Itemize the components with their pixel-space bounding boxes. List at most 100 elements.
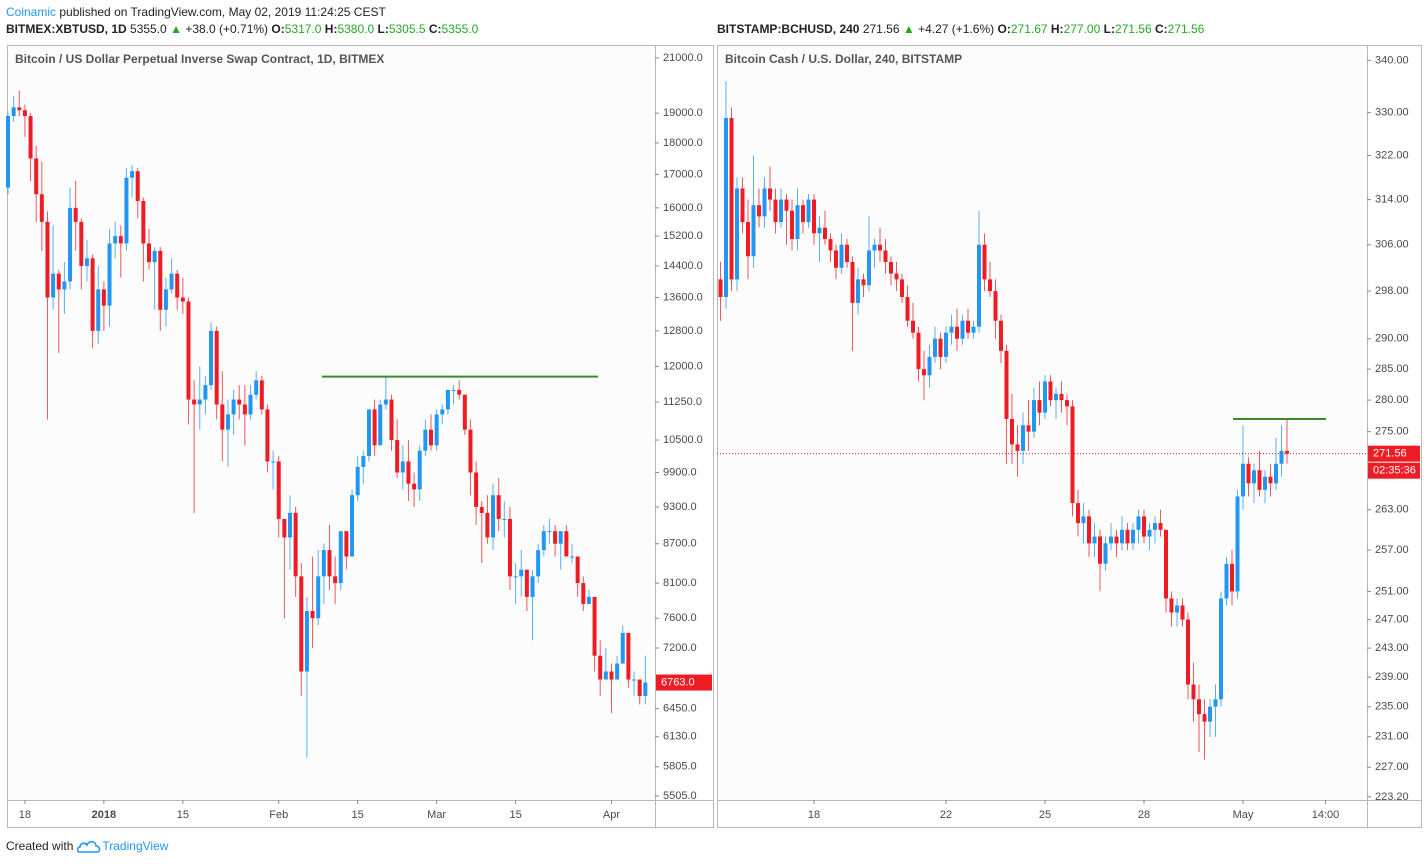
y-tick-label: 19000.0 <box>663 107 703 119</box>
ohlc-key: O: <box>997 22 1011 36</box>
candle-body <box>1087 516 1091 544</box>
y-tick-label: 13600.0 <box>663 291 703 303</box>
x-tick-label: Feb <box>269 809 288 821</box>
ohlc-key: C: <box>1154 22 1168 36</box>
published: published on TradingView.com, May 02, 20… <box>59 5 386 19</box>
candle-body <box>451 389 456 391</box>
ohlc-key: L: <box>1103 22 1115 36</box>
candle-body <box>1114 536 1119 544</box>
candle-body <box>17 107 22 111</box>
candle-body <box>845 244 849 262</box>
candle-body <box>1285 450 1289 454</box>
candle-body <box>823 227 827 240</box>
last-price-label: 6763.0 <box>661 676 695 688</box>
candle-body <box>1098 536 1102 564</box>
y-tick-label: 12000.0 <box>663 360 703 372</box>
candle-body <box>445 389 450 410</box>
candle-body <box>158 250 163 310</box>
x-tick-label: 15 <box>509 809 521 821</box>
candle-body <box>581 583 586 604</box>
candle-body <box>203 385 208 400</box>
author[interactable]: Coinamic <box>6 5 57 19</box>
candle-body <box>395 440 400 473</box>
candle-body <box>1070 406 1075 504</box>
y-tick-label: 5505.0 <box>663 790 697 802</box>
footer-brand[interactable]: TradingView <box>102 839 169 853</box>
candle-body <box>784 199 789 211</box>
candle-body <box>1186 619 1190 685</box>
candle-body <box>389 399 394 441</box>
candle-body <box>949 326 954 333</box>
last-price-badge <box>656 674 712 691</box>
candle-body <box>856 279 860 303</box>
candle-body <box>878 244 882 251</box>
candle-body <box>79 221 84 266</box>
candle-body <box>536 550 541 577</box>
candle-body <box>615 663 620 680</box>
candle-body <box>1219 598 1223 700</box>
candle-body <box>400 461 405 473</box>
candle-body <box>740 188 745 223</box>
candle-body <box>944 332 948 357</box>
y-tick-label: 247.00 <box>1375 613 1409 625</box>
publish-line: Coinamic published on TradingView.com, M… <box>6 5 386 19</box>
candle-body <box>248 394 253 415</box>
candle-body <box>491 495 496 538</box>
candle-body <box>118 236 123 244</box>
candle-body <box>960 320 965 339</box>
candle-body <box>220 404 225 430</box>
candle-body <box>724 117 728 297</box>
candle-body <box>933 338 937 357</box>
y-tick-label: 6450.0 <box>663 703 697 715</box>
candle-body <box>1043 381 1047 413</box>
candle-body <box>1147 529 1152 537</box>
candle-body <box>327 550 332 577</box>
y-tick-label: 227.00 <box>1375 761 1409 773</box>
candle-body <box>592 596 597 656</box>
candle-body <box>519 569 524 577</box>
candle-body <box>850 261 855 303</box>
candle-body <box>152 250 157 263</box>
x-tick-label: 28 <box>1138 809 1150 821</box>
ohlc-value: 271.56 <box>1167 22 1205 36</box>
candle-body <box>1252 470 1256 484</box>
y-tick-label: 223.20 <box>1375 791 1409 803</box>
candle-body <box>735 188 739 280</box>
candle-body <box>1191 684 1196 700</box>
logo <box>77 840 101 853</box>
ohlc-value: 5380.0 <box>337 22 375 36</box>
y-tick-label: 9300.0 <box>663 501 697 513</box>
candle-body <box>828 239 833 251</box>
candle-body <box>434 414 439 446</box>
candle-body <box>609 671 614 680</box>
candle-body <box>795 205 800 240</box>
candle-body <box>485 512 490 538</box>
y-tick-label: 290.00 <box>1375 333 1409 345</box>
candle-body <box>513 576 518 578</box>
candle-body <box>163 289 168 310</box>
candle-body <box>1263 476 1267 490</box>
y-tick-label: 5805.0 <box>663 761 697 773</box>
candle-body <box>779 199 783 223</box>
candle-body <box>293 512 298 577</box>
candle-body <box>922 369 926 376</box>
y-tick-label: 11250.0 <box>663 396 702 408</box>
candle-body <box>801 205 805 223</box>
candle-body <box>175 273 180 298</box>
candle-body <box>643 682 648 696</box>
candle-body <box>1021 425 1025 451</box>
candle-body <box>1092 536 1097 544</box>
ohlc-key: H: <box>324 22 338 36</box>
candle-body <box>299 576 304 672</box>
candle-body <box>225 414 230 430</box>
candle-body <box>1230 563 1234 592</box>
candle-body <box>124 177 129 244</box>
candle-body <box>916 332 921 370</box>
candle-body <box>333 576 338 584</box>
candle-body <box>564 531 569 557</box>
candle-body <box>1010 418 1014 445</box>
ticker-line: BITSTAMP:BCHUSD, 240 271.56 ▲ +4.27 (+1.… <box>717 22 1204 36</box>
candle-body <box>265 409 270 462</box>
candle-body <box>1208 706 1212 722</box>
